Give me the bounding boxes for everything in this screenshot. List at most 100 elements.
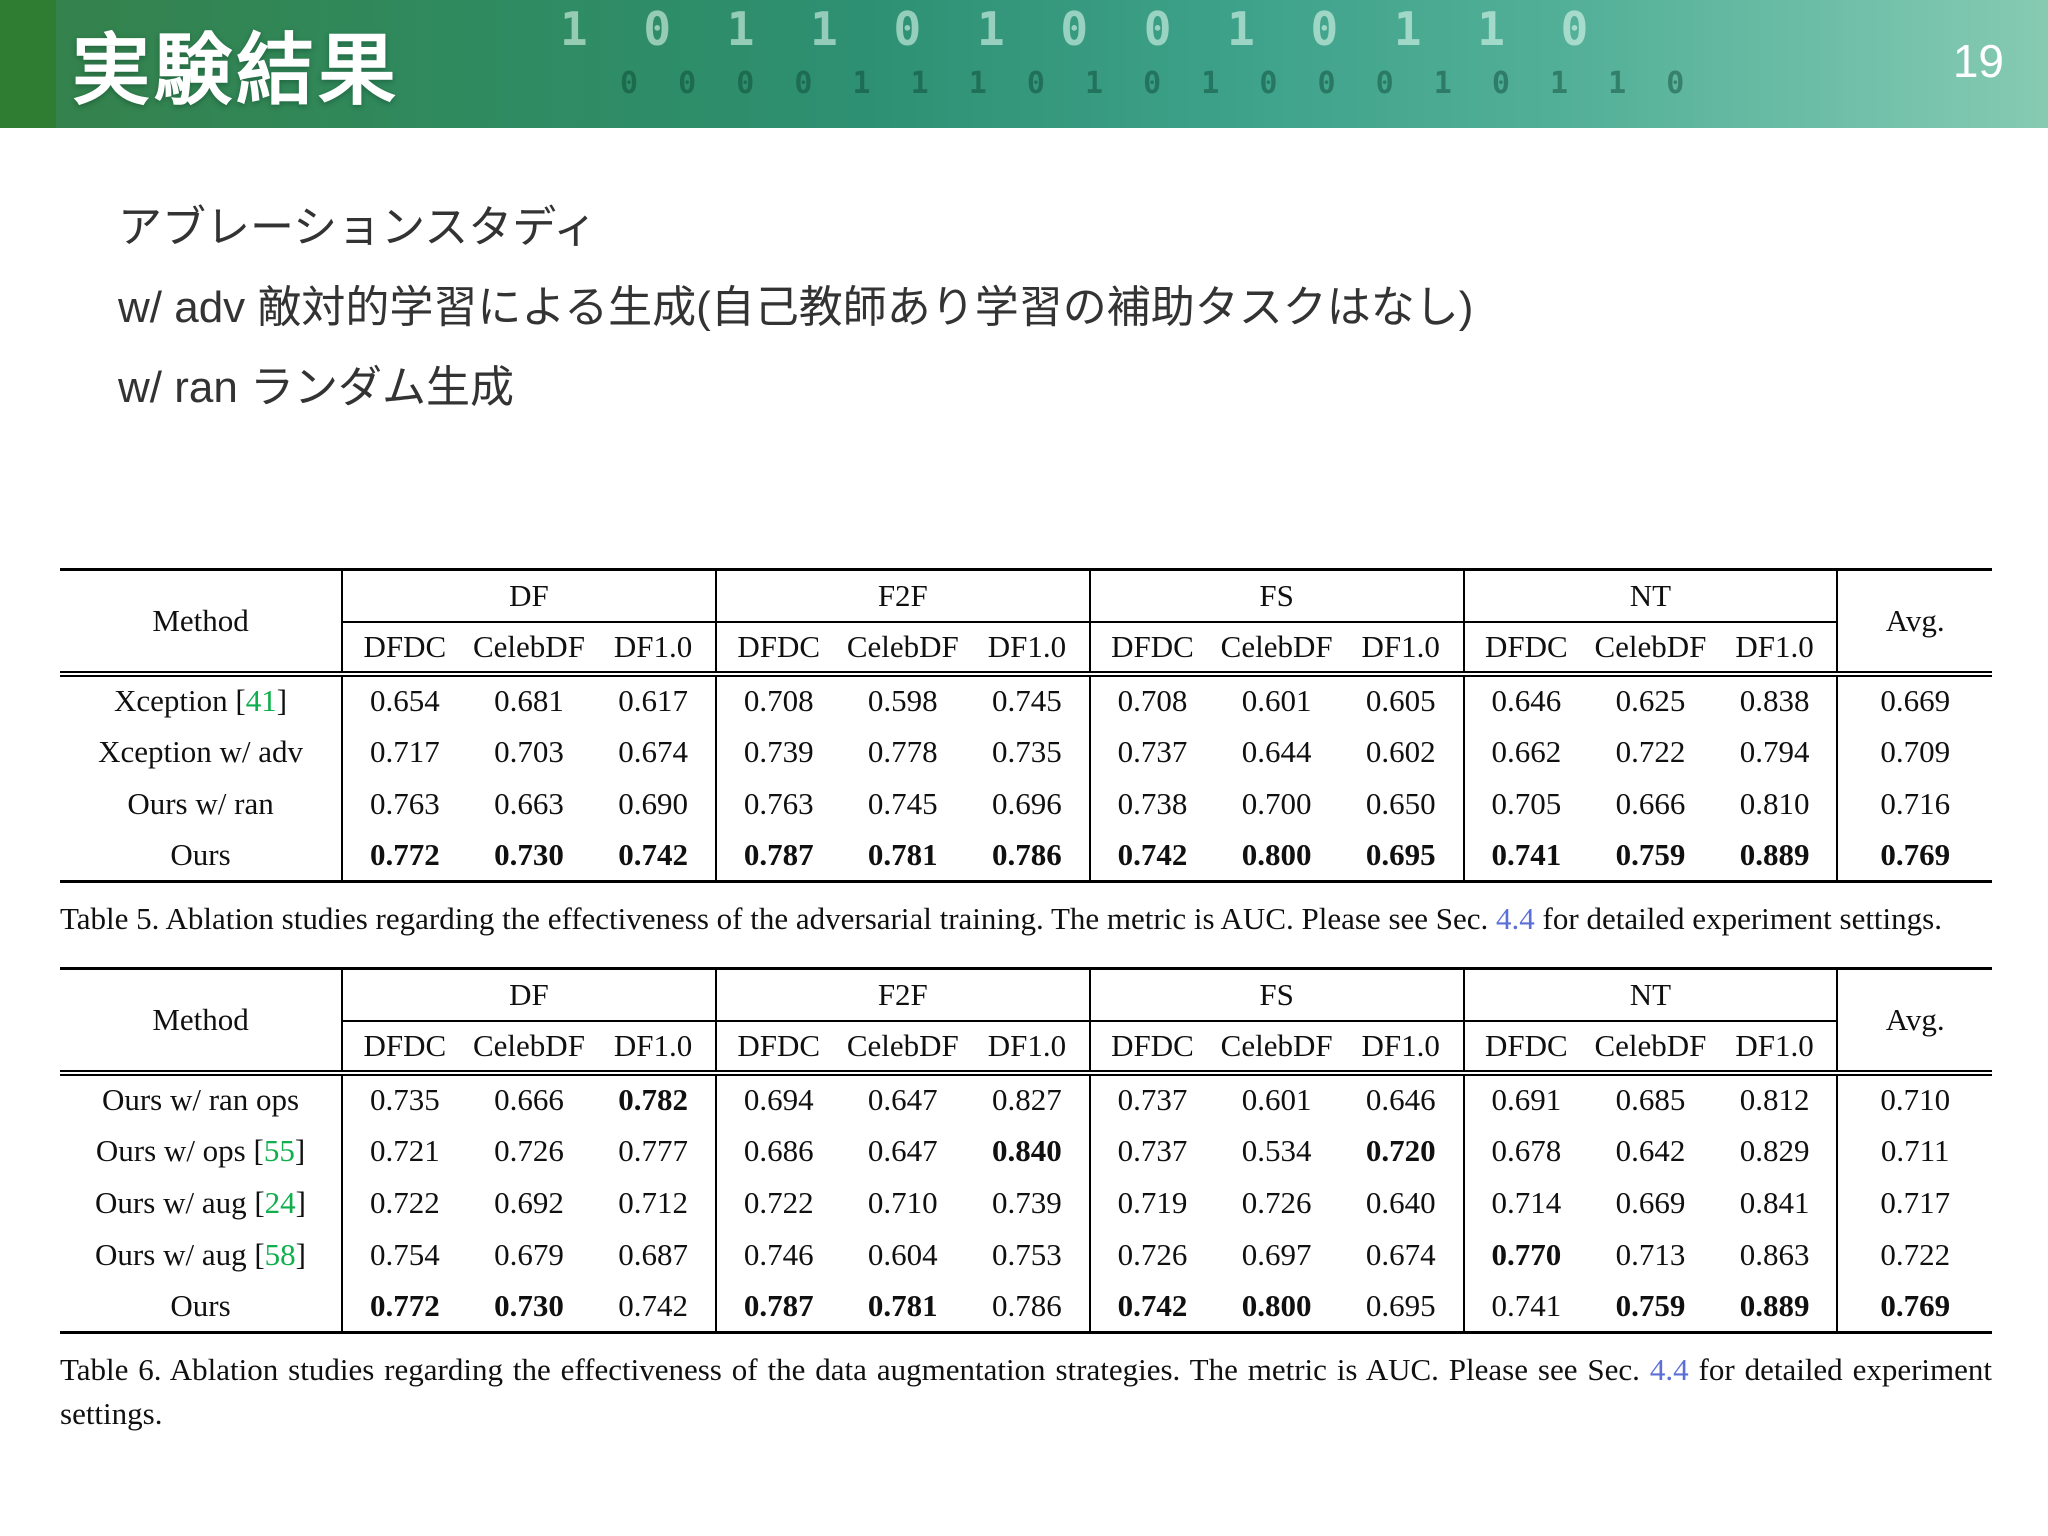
value-cell: 0.759 [1615, 1287, 1686, 1323]
table-row: Ours w/ ran 0.763 0.663 0.690 0.763 0.745 0.69… [60, 777, 1992, 830]
value-cell: 0.786 [992, 836, 1062, 872]
section-link: 4.4 [1649, 1352, 1689, 1388]
value-cell: 0.827 [992, 1082, 1062, 1118]
avg-value-cell: 0.669 [1836, 673, 1992, 726]
method-cell: Xception [41] [114, 683, 288, 718]
value-cell: 0.719 [1088, 1176, 1215, 1229]
value-cell: 0.534 [1241, 1132, 1312, 1168]
value-cell: 0.720 [1365, 1132, 1436, 1168]
value-cell: 0.726 [1241, 1184, 1312, 1220]
value-cell: 0.681 [494, 683, 564, 718]
value-cell: 0.696 [992, 785, 1062, 821]
value-cell: 0.863 [1739, 1236, 1810, 1272]
value-cell: 0.717 [341, 725, 467, 778]
value-cell: 0.753 [992, 1236, 1062, 1272]
citation-ref: 58 [264, 1236, 296, 1272]
table-row: Xception w/ adv 0.717 0.703 0.674 0.739 0.778… [60, 725, 1992, 778]
table6-block: Method DF F2F FS NT Avg. DFDC CelebDF DF1.0 DFDC C… [60, 967, 1992, 1436]
value-cell: 0.650 [1365, 785, 1436, 821]
value-cell: 0.781 [867, 1287, 938, 1323]
subcolumn-header: DF1.0 [965, 621, 1090, 677]
value-cell: 0.754 [341, 1228, 467, 1281]
value-cell: 0.602 [1365, 733, 1436, 769]
method-cell: Ours w/ ran [127, 785, 274, 821]
value-cell: 0.694 [714, 1072, 841, 1125]
value-cell: 0.663 [494, 785, 564, 821]
value-cell: 0.666 [494, 1082, 564, 1118]
citation-ref: 24 [264, 1184, 296, 1220]
avg-value-cell: 0.716 [1836, 777, 1992, 830]
value-cell: 0.710 [867, 1184, 938, 1220]
subcolumn-header: CelebDF [466, 621, 592, 677]
table5-block: Method DF F2F FS NT Avg. DFDC CelebDF DF1.0 DFDC C… [60, 568, 1992, 941]
avg-column-header: Avg. [1836, 968, 1992, 1076]
value-cell: 0.708 [714, 673, 841, 726]
group-header: NT [1462, 968, 1838, 1022]
value-cell: 0.742 [618, 836, 688, 872]
value-cell: 0.772 [341, 1280, 467, 1333]
value-cell: 0.605 [1365, 683, 1436, 718]
subcolumn-header: DF1.0 [1712, 621, 1838, 677]
avg-value-cell: 0.722 [1836, 1228, 1992, 1281]
table6-wrapper: Method DF F2F FS NT Avg. DFDC CelebDF DF1.0 DFDC C… [60, 967, 1992, 1335]
value-cell: 0.787 [714, 1280, 841, 1333]
value-cell: 0.800 [1241, 1287, 1312, 1323]
value-cell: 0.772 [341, 829, 467, 882]
method-cell: Ours w/ aug [58] [95, 1236, 306, 1272]
value-cell: 0.763 [341, 777, 467, 830]
method-cell: Ours [170, 836, 231, 872]
value-cell: 0.654 [341, 673, 467, 726]
table5-wrapper: Method DF F2F FS NT Avg. DFDC CelebDF DF1.0 DFDC C… [60, 568, 1992, 883]
subcolumn-header-row: DFDC CelebDF DF1.0 DFDC CelebDF DF1.0 DFDC Cele… [60, 1020, 1992, 1076]
body-line-adv: w/ adv 敵対的学習による生成(自己教師あり学習の補助タスクはなし) [118, 283, 1474, 332]
subcolumn-header: DF1.0 [591, 1020, 716, 1076]
subcolumn-header: DFDC [714, 1020, 841, 1076]
value-cell: 0.674 [618, 733, 688, 769]
group-header: FS [1088, 569, 1464, 623]
value-cell: 0.840 [992, 1132, 1062, 1168]
value-cell: 0.726 [1088, 1228, 1215, 1281]
subcolumn-header: DF1.0 [1338, 1020, 1464, 1076]
binary-pattern-decoration: 1 0 1 1 0 1 0 0 1 0 1 1 0 [560, 2, 1603, 56]
body-line-ran: w/ ran ランダム生成 [118, 363, 515, 412]
subcolumn-header: DFDC [1462, 621, 1589, 677]
value-cell: 0.692 [494, 1184, 564, 1220]
subcolumn-header: CelebDF [1214, 621, 1339, 677]
value-cell: 0.739 [992, 1184, 1062, 1220]
value-cell: 0.794 [1739, 733, 1810, 769]
value-cell: 0.646 [1365, 1082, 1436, 1118]
value-cell: 0.687 [618, 1236, 688, 1272]
body-line-ablation: アブレーションスタディ [118, 203, 598, 252]
value-cell: 0.679 [494, 1236, 564, 1272]
header-accent-block [0, 0, 56, 128]
subcolumn-header: DF1.0 [591, 621, 716, 677]
group-header: DF [341, 569, 716, 623]
subcolumn-header: DFDC [341, 1020, 467, 1076]
group-header-row: Method DF F2F FS NT Avg. [60, 569, 1992, 677]
subcolumn-header: CelebDF [1214, 1020, 1339, 1076]
caption-text: Table 5. Ablation studies regarding the … [60, 901, 1489, 936]
page-number: 19 [1952, 35, 2004, 87]
table6-caption: Table 6. Ablation studies regarding the … [60, 1348, 1992, 1436]
value-cell: 0.741 [1462, 829, 1589, 882]
value-cell: 0.745 [992, 683, 1062, 718]
value-cell: 0.646 [1462, 673, 1589, 726]
value-cell: 0.647 [867, 1082, 938, 1118]
value-cell: 0.685 [1615, 1082, 1686, 1118]
table-row: Ours 0.772 0.730 0.742 0.787 0.781 0.786 0.742 0… [60, 829, 1992, 882]
avg-value-cell: 0.709 [1836, 725, 1992, 778]
value-cell: 0.782 [618, 1082, 688, 1118]
value-cell: 0.737 [1088, 1124, 1215, 1177]
value-cell: 0.735 [992, 733, 1062, 769]
table6: Method DF F2F FS NT Avg. DFDC CelebDF DF1.0 DFDC C… [60, 967, 1992, 1335]
subcolumn-header: DFDC [1462, 1020, 1589, 1076]
method-cell: Ours [170, 1287, 231, 1323]
binary-pattern-decoration: 0 0 0 0 1 1 1 0 1 0 1 0 0 0 1 0 1 1 0 [620, 66, 1696, 101]
method-column-header: Method [60, 569, 343, 677]
method-cell: Ours w/ aug [24] [95, 1184, 306, 1220]
value-cell: 0.763 [714, 777, 841, 830]
subcolumn-header: CelebDF [466, 1020, 592, 1076]
table5: Method DF F2F FS NT Avg. DFDC CelebDF DF1.0 DFDC C… [60, 568, 1992, 883]
value-cell: 0.742 [618, 1287, 688, 1323]
value-cell: 0.691 [1462, 1072, 1589, 1125]
